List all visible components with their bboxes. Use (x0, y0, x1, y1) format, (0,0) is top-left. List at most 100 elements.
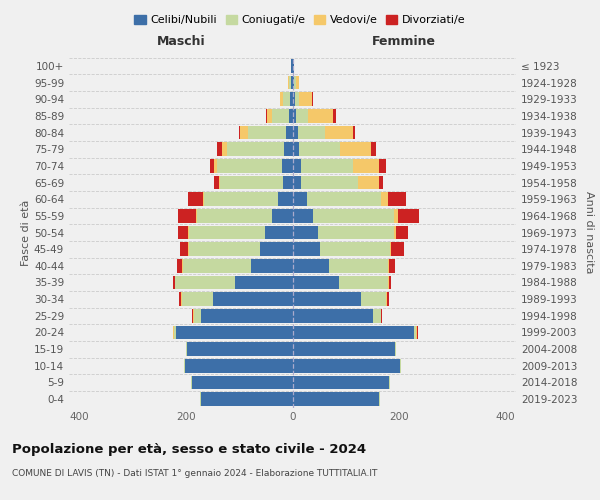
Bar (293, 109, 296, 122)
Bar (187, 342, 293, 356)
Bar (185, 359, 293, 372)
Bar (176, 326, 293, 340)
Bar (395, 342, 396, 356)
Bar (386, 292, 389, 306)
Bar (219, 176, 220, 190)
Bar (188, 242, 189, 256)
Bar (288, 76, 289, 90)
Bar (241, 126, 248, 140)
Bar (214, 176, 219, 190)
Bar (278, 192, 293, 206)
Bar (299, 92, 312, 106)
Bar (296, 76, 299, 90)
Bar (340, 142, 371, 156)
Bar (293, 142, 299, 156)
Bar (201, 392, 293, 406)
Bar (320, 242, 391, 256)
Bar (179, 242, 188, 256)
Bar (394, 226, 396, 239)
Bar (251, 259, 293, 272)
Bar (293, 359, 400, 372)
Bar (353, 159, 379, 172)
Bar (373, 309, 381, 322)
Bar (194, 309, 201, 322)
Legend: Celibi/Nubili, Coniugati/e, Vedovi/e, Divorziati/e: Celibi/Nubili, Coniugati/e, Vedovi/e, Di… (130, 10, 470, 30)
Y-axis label: Anni di nascita: Anni di nascita (584, 191, 594, 274)
Bar (358, 176, 379, 190)
Bar (329, 259, 388, 272)
Bar (178, 209, 196, 222)
Bar (289, 109, 293, 122)
Bar (293, 226, 318, 239)
Bar (179, 292, 181, 306)
Bar (217, 159, 282, 172)
Bar (173, 276, 175, 289)
Bar (293, 276, 340, 289)
Bar (197, 209, 272, 222)
Bar (293, 192, 307, 206)
Bar (178, 226, 188, 239)
Bar (400, 359, 401, 372)
Bar (340, 276, 388, 289)
Bar (188, 226, 189, 239)
Bar (268, 109, 272, 122)
Bar (293, 326, 414, 340)
Bar (293, 159, 301, 172)
Bar (313, 209, 394, 222)
Bar (295, 92, 299, 106)
Bar (353, 126, 355, 140)
Bar (289, 76, 291, 90)
Bar (183, 259, 251, 272)
Text: Maschi: Maschi (157, 34, 205, 48)
Bar (196, 209, 197, 222)
Bar (394, 209, 398, 222)
Bar (293, 92, 295, 106)
Bar (212, 292, 293, 306)
Bar (248, 126, 286, 140)
Bar (193, 376, 293, 390)
Bar (389, 376, 391, 390)
Bar (204, 192, 278, 206)
Bar (282, 159, 293, 172)
Bar (293, 76, 294, 90)
Bar (301, 159, 353, 172)
Bar (189, 242, 260, 256)
Bar (293, 309, 373, 322)
Bar (292, 59, 293, 72)
Bar (266, 109, 268, 122)
Bar (388, 259, 389, 272)
Bar (286, 126, 293, 140)
Bar (283, 92, 290, 106)
Bar (214, 159, 217, 172)
Bar (174, 326, 176, 340)
Bar (294, 76, 296, 90)
Bar (293, 292, 361, 306)
Bar (391, 242, 404, 256)
Text: COMUNE DI LAVIS (TN) - Dati ISTAT 1° gennaio 2024 - Elaborazione TUTTITALIA.IT: COMUNE DI LAVIS (TN) - Dati ISTAT 1° gen… (12, 468, 377, 477)
Bar (272, 109, 289, 122)
Bar (293, 126, 298, 140)
Bar (272, 209, 293, 222)
Bar (210, 159, 214, 172)
Bar (298, 126, 325, 140)
Bar (293, 259, 329, 272)
Bar (293, 176, 301, 190)
Bar (192, 309, 193, 322)
Bar (312, 92, 313, 106)
Bar (177, 259, 182, 272)
Bar (191, 376, 193, 390)
Text: Femmine: Femmine (372, 34, 436, 48)
Bar (201, 309, 293, 322)
Bar (283, 176, 293, 190)
Bar (182, 292, 212, 306)
Bar (379, 392, 380, 406)
Bar (396, 226, 408, 239)
Bar (389, 276, 391, 289)
Bar (280, 92, 283, 106)
Bar (184, 359, 185, 372)
Bar (307, 192, 381, 206)
Bar (265, 226, 293, 239)
Bar (222, 142, 227, 156)
Bar (379, 176, 383, 190)
Bar (188, 192, 203, 206)
